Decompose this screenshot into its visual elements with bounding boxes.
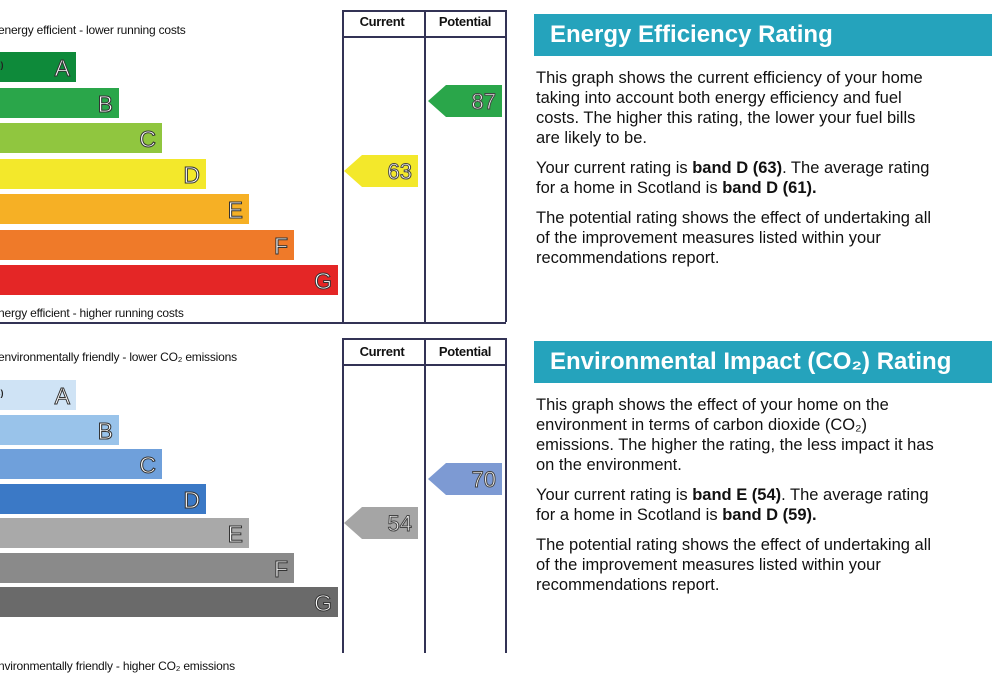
current-rating-value: 63 [387, 159, 413, 185]
band-e: )E [0, 194, 249, 224]
current-rating-value: 54 [387, 511, 413, 537]
band-b: )B [0, 87, 119, 118]
band-d: )D [0, 483, 206, 514]
potential-rating-paragraph: The potential rating shows the effect of… [536, 209, 932, 267]
band-letter: C [139, 452, 157, 479]
divider [424, 10, 426, 322]
divider [342, 338, 506, 340]
potential-rating-value: 70 [471, 467, 497, 493]
band-g: G [0, 265, 338, 295]
band-a: us) A [0, 52, 76, 82]
band-letter: A [54, 55, 70, 82]
band-letter: D [183, 161, 201, 188]
band-letter: B [97, 90, 113, 117]
band-f: )F [0, 229, 294, 260]
band-letter: G [314, 590, 333, 617]
section-title: Energy Efficiency Rating [534, 14, 992, 56]
energy-efficiency-graph: Current Potential energy efficient - low… [0, 0, 510, 324]
current-rating-paragraph: Your current rating is band E (54). The … [536, 486, 929, 524]
bottom-label: nergy efficient - higher running costs [0, 306, 184, 320]
potential-rating-arrow: 70 [428, 463, 502, 495]
band-letter: G [314, 268, 333, 295]
divider [0, 322, 506, 324]
band-a: us) A [0, 380, 76, 410]
bottom-label: nvironmentally friendly - higher CO₂ emi… [0, 659, 235, 673]
environmental-impact-graph: Current Potential environmentally friend… [0, 336, 510, 673]
divider [342, 36, 506, 38]
current-column-header: Current [359, 14, 405, 29]
potential-rating-paragraph: The potential rating shows the effect of… [536, 536, 932, 594]
band-f: )F [0, 552, 294, 583]
band-c: )C [0, 449, 162, 479]
potential-rating-value: 87 [471, 89, 497, 115]
band-letter: F [273, 232, 288, 259]
divider [342, 10, 506, 12]
energy-efficiency-info: Energy Efficiency Rating This graph show… [534, 14, 992, 268]
band-letter: F [273, 555, 288, 582]
divider [342, 10, 344, 322]
potential-rating-arrow: 87 [428, 85, 502, 117]
band-range: us) [0, 388, 4, 398]
band-letter: E [227, 197, 243, 224]
potential-column-header: Potential [438, 344, 492, 359]
current-column-header: Current [359, 344, 405, 359]
band-letter: E [227, 521, 243, 548]
band-g: G [0, 587, 338, 617]
divider [505, 10, 507, 322]
band-range: us) [0, 60, 4, 70]
band-letter: D [183, 486, 201, 513]
divider [342, 364, 506, 366]
divider [424, 338, 426, 653]
divider [342, 338, 344, 653]
band-letter: A [54, 383, 70, 410]
band-d: )D [0, 158, 206, 189]
current-rating-arrow: 54 [344, 507, 418, 539]
divider [505, 338, 507, 653]
potential-column-header: Potential [438, 14, 492, 29]
environmental-impact-info: Environmental Impact (CO₂) Rating This g… [534, 341, 992, 595]
top-label: environmentally friendly - lower CO₂ emi… [0, 350, 237, 364]
description-paragraph: This graph shows the effect of your home… [536, 396, 934, 474]
band-e: )E [0, 518, 249, 548]
band-letter: B [97, 417, 113, 444]
current-rating-arrow: 63 [344, 155, 418, 187]
current-rating-paragraph: Your current rating is band D (63). The … [536, 159, 930, 197]
band-b: )B [0, 414, 119, 445]
section-title: Environmental Impact (CO₂) Rating [534, 341, 992, 383]
description-paragraph: This graph shows the current efficiency … [536, 69, 923, 147]
top-label: energy efficient - lower running costs [0, 23, 186, 37]
band-letter: C [139, 126, 157, 153]
band-c: )C [0, 123, 162, 153]
